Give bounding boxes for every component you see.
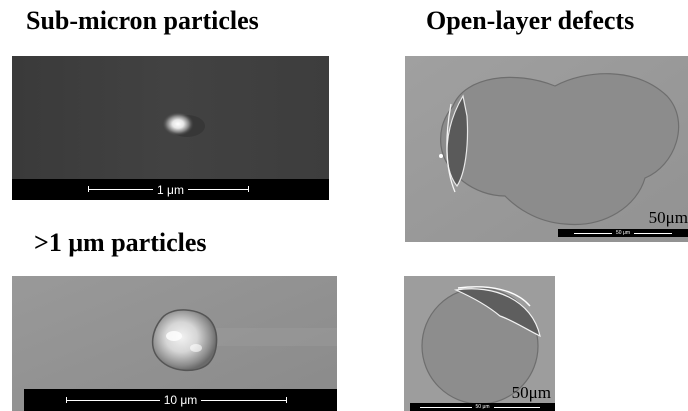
scalebar-label-large: 10 μm [159, 393, 202, 407]
scale-text-open-layer-1: 50μm [648, 208, 688, 227]
scalebar-open-layer-1: 50 μm [558, 229, 688, 237]
submicron-particle-image [12, 56, 329, 200]
sem-image-submicron-particle: 1 μm [12, 56, 329, 200]
scalebar-label-submicron: 1 μm [153, 182, 188, 197]
sem-image-large-particle: 10 μm [12, 276, 337, 411]
open-layer-defect-2-image [404, 276, 555, 411]
open-layer-defect-1-image [405, 56, 688, 242]
scalebar-open-layer-2: 50 μm [410, 403, 555, 411]
sem-image-open-layer-defect-2: 50μm 50 μm [404, 276, 555, 411]
scalebar-submicron: 1 μm [12, 179, 329, 200]
scalebar-label-open-layer-2: 50 μm [471, 404, 494, 410]
scalebar-label-open-layer-1: 50 μm [612, 230, 634, 236]
sem-image-open-layer-defect-1: 50μm 50 μm [405, 56, 688, 242]
heading-large-particles: >1 μm particles [34, 228, 207, 257]
scalebar-large: 10 μm [24, 389, 337, 411]
scale-text-open-layer-2: 50μm [511, 383, 551, 402]
heading-open-layer-defects: Open-layer defects [426, 6, 635, 35]
heading-submicron-particles: Sub-micron particles [26, 6, 259, 35]
large-particle-image [12, 276, 337, 411]
